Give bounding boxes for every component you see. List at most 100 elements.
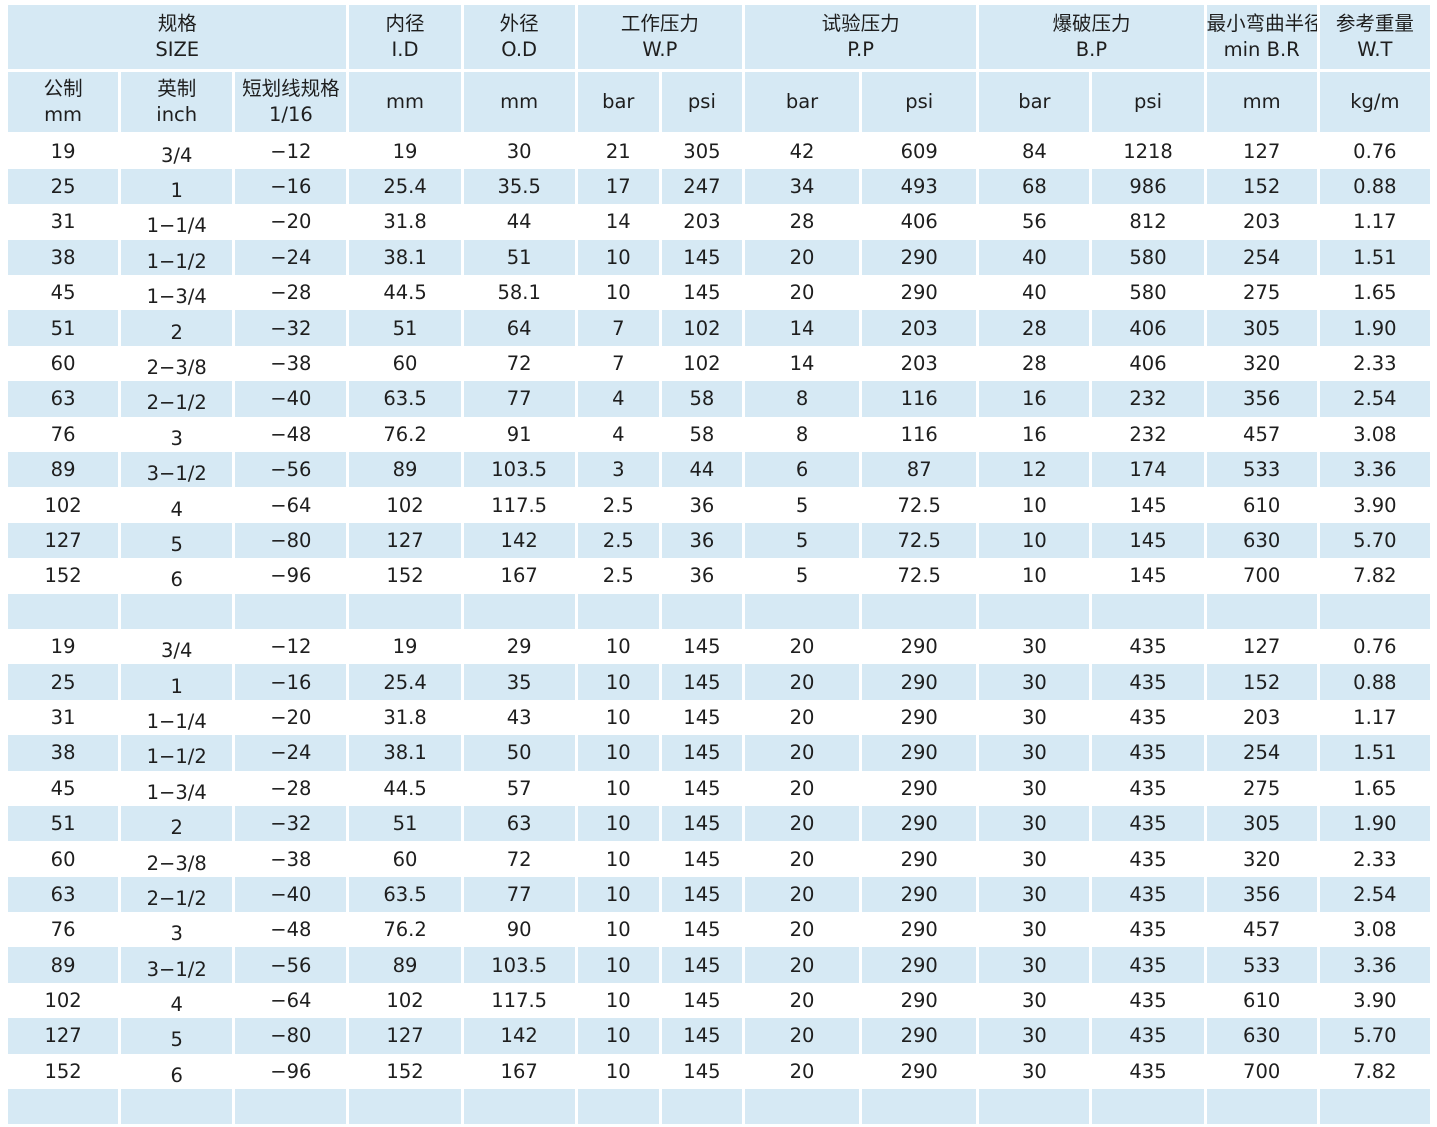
cell-bend-radius: 533 — [1203, 452, 1320, 488]
cell-metric-mm: 89 — [4, 947, 122, 983]
spec-a-row: 60 2−3/8 −38 60 72 7 102 14 203 28 406 320 2.33 — [4, 345, 1434, 382]
cell-weight: 1.90 — [1316, 310, 1434, 346]
cell-weight: 1.90 — [1316, 805, 1434, 842]
cell-weight: 7.82 — [1316, 1053, 1434, 1090]
cell-bp-psi: 406 — [1089, 310, 1207, 346]
cell-bend-radius: 610 — [1203, 982, 1320, 1019]
spacer-cell — [1203, 1089, 1320, 1125]
cell-outer-diameter: 44 — [460, 204, 578, 240]
cell-inch: 3−1/2 — [118, 452, 236, 488]
cell-bend-radius: 275 — [1203, 275, 1320, 311]
cell-pp-bar: 20 — [741, 275, 863, 311]
cell-metric-mm: 38 — [4, 735, 122, 771]
cell-pp-psi: 290 — [859, 982, 980, 1019]
cell-bp-bar: 30 — [976, 805, 1093, 842]
cell-pp-bar: 20 — [741, 628, 863, 665]
cell-wp-psi: 145 — [658, 664, 745, 700]
cell-bp-bar: 40 — [976, 239, 1093, 276]
cell-dash-size: −40 — [232, 381, 350, 417]
cell-inch: 3/4 — [118, 133, 236, 169]
cell-outer-diameter: 35 — [460, 664, 578, 700]
spec-a-row: 127 5 −80 127 142 2.5 36 5 72.5 10 145 630 5.70 — [4, 522, 1434, 559]
cell-wp-psi: 145 — [658, 275, 745, 311]
cell-outer-diameter: 43 — [460, 699, 578, 736]
cell-inner-diameter: 152 — [346, 1053, 464, 1090]
cell-outer-diameter: 103.5 — [460, 947, 578, 983]
cell-bend-radius: 700 — [1203, 558, 1320, 594]
cell-inch: 3 — [118, 416, 236, 453]
cell-wp-bar: 7 — [574, 310, 662, 346]
cell-wp-bar: 10 — [574, 982, 662, 1019]
cell-bend-radius: 533 — [1203, 947, 1320, 983]
hose-spec-table: 规格 SIZE 内径 I.D 外径 O.D 工作压力 W.P 试验压力 P.P 爆破压力 B… — [4, 5, 1434, 1125]
cell-dash-size: −56 — [232, 947, 350, 983]
unit-wp-psi: psi — [658, 70, 745, 135]
cell-outer-diameter: 167 — [460, 558, 578, 594]
cell-metric-mm: 31 — [4, 204, 122, 240]
cell-wp-psi: 145 — [658, 770, 745, 806]
cell-metric-mm: 60 — [4, 345, 122, 382]
cell-metric-mm: 25 — [4, 664, 122, 700]
cell-pp-bar: 20 — [741, 912, 863, 948]
cell-dash-size: −20 — [232, 204, 350, 240]
cell-bend-radius: 152 — [1203, 168, 1320, 205]
cell-weight: 0.76 — [1316, 628, 1434, 665]
cell-dash-size: −28 — [232, 275, 350, 311]
cell-wp-psi: 102 — [658, 310, 745, 346]
cell-inch: 1−1/2 — [118, 239, 236, 276]
spec-a-row: 76 3 −48 76.2 91 4 58 8 116 16 232 457 3.08 — [4, 416, 1434, 453]
cell-dash-size: −38 — [232, 345, 350, 382]
cell-pp-bar: 14 — [741, 345, 863, 382]
cell-bp-psi: 145 — [1089, 522, 1207, 559]
cell-outer-diameter: 117.5 — [460, 982, 578, 1019]
cell-metric-mm: 45 — [4, 770, 122, 806]
cell-inch: 1−1/2 — [118, 735, 236, 771]
cell-weight: 3.90 — [1316, 982, 1434, 1019]
cell-dash-size: −24 — [232, 735, 350, 771]
cell-weight: 1.17 — [1316, 204, 1434, 240]
cell-outer-diameter: 72 — [460, 345, 578, 382]
cell-wp-psi: 145 — [658, 947, 745, 983]
header-proof-pressure: 试验压力 P.P — [741, 5, 980, 72]
cell-wp-psi: 145 — [658, 805, 745, 842]
spacer-cell — [741, 1089, 863, 1125]
spacer-cell — [1203, 593, 1320, 629]
cell-bp-psi: 232 — [1089, 416, 1207, 453]
cell-dash-size: −64 — [232, 487, 350, 523]
cell-bp-psi: 812 — [1089, 204, 1207, 240]
cell-dash-size: −16 — [232, 168, 350, 205]
cell-outer-diameter: 51 — [460, 239, 578, 276]
cell-wp-bar: 7 — [574, 345, 662, 382]
spacer-cell — [976, 1089, 1093, 1125]
cell-bp-psi: 435 — [1089, 805, 1207, 842]
cell-inch: 1−1/4 — [118, 699, 236, 736]
spacer-cell — [118, 1089, 236, 1125]
cell-bp-psi: 145 — [1089, 558, 1207, 594]
cell-bend-radius: 630 — [1203, 522, 1320, 559]
cell-bend-radius: 275 — [1203, 770, 1320, 806]
cell-dash-size: −48 — [232, 912, 350, 948]
cell-inch: 2 — [118, 805, 236, 842]
spacer-cell — [232, 593, 350, 629]
cell-wp-psi: 145 — [658, 239, 745, 276]
cell-pp-psi: 72.5 — [859, 487, 980, 523]
cell-wp-psi: 36 — [658, 487, 745, 523]
cell-wp-bar: 2.5 — [574, 558, 662, 594]
spec-a-row: 51 2 −32 51 64 7 102 14 203 28 406 305 1.90 — [4, 310, 1434, 346]
cell-wp-psi: 102 — [658, 345, 745, 382]
spacer-cell — [1089, 1089, 1207, 1125]
cell-outer-diameter: 91 — [460, 416, 578, 453]
cell-inner-diameter: 44.5 — [346, 770, 464, 806]
cell-outer-diameter: 29 — [460, 628, 578, 665]
cell-bend-radius: 254 — [1203, 239, 1320, 276]
cell-inner-diameter: 31.8 — [346, 204, 464, 240]
cell-dash-size: −28 — [232, 770, 350, 806]
spec-a-row: 31 1−1/4 −20 31.8 44 14 203 28 406 56 812 203 1.17 — [4, 204, 1434, 240]
cell-bp-bar: 10 — [976, 487, 1093, 523]
cell-pp-bar: 42 — [741, 133, 863, 169]
cell-wp-psi: 145 — [658, 1053, 745, 1090]
section-spacer-row — [4, 1089, 1434, 1125]
spacer-cell — [976, 593, 1093, 629]
cell-inner-diameter: 76.2 — [346, 416, 464, 453]
cell-bp-psi: 435 — [1089, 876, 1207, 913]
